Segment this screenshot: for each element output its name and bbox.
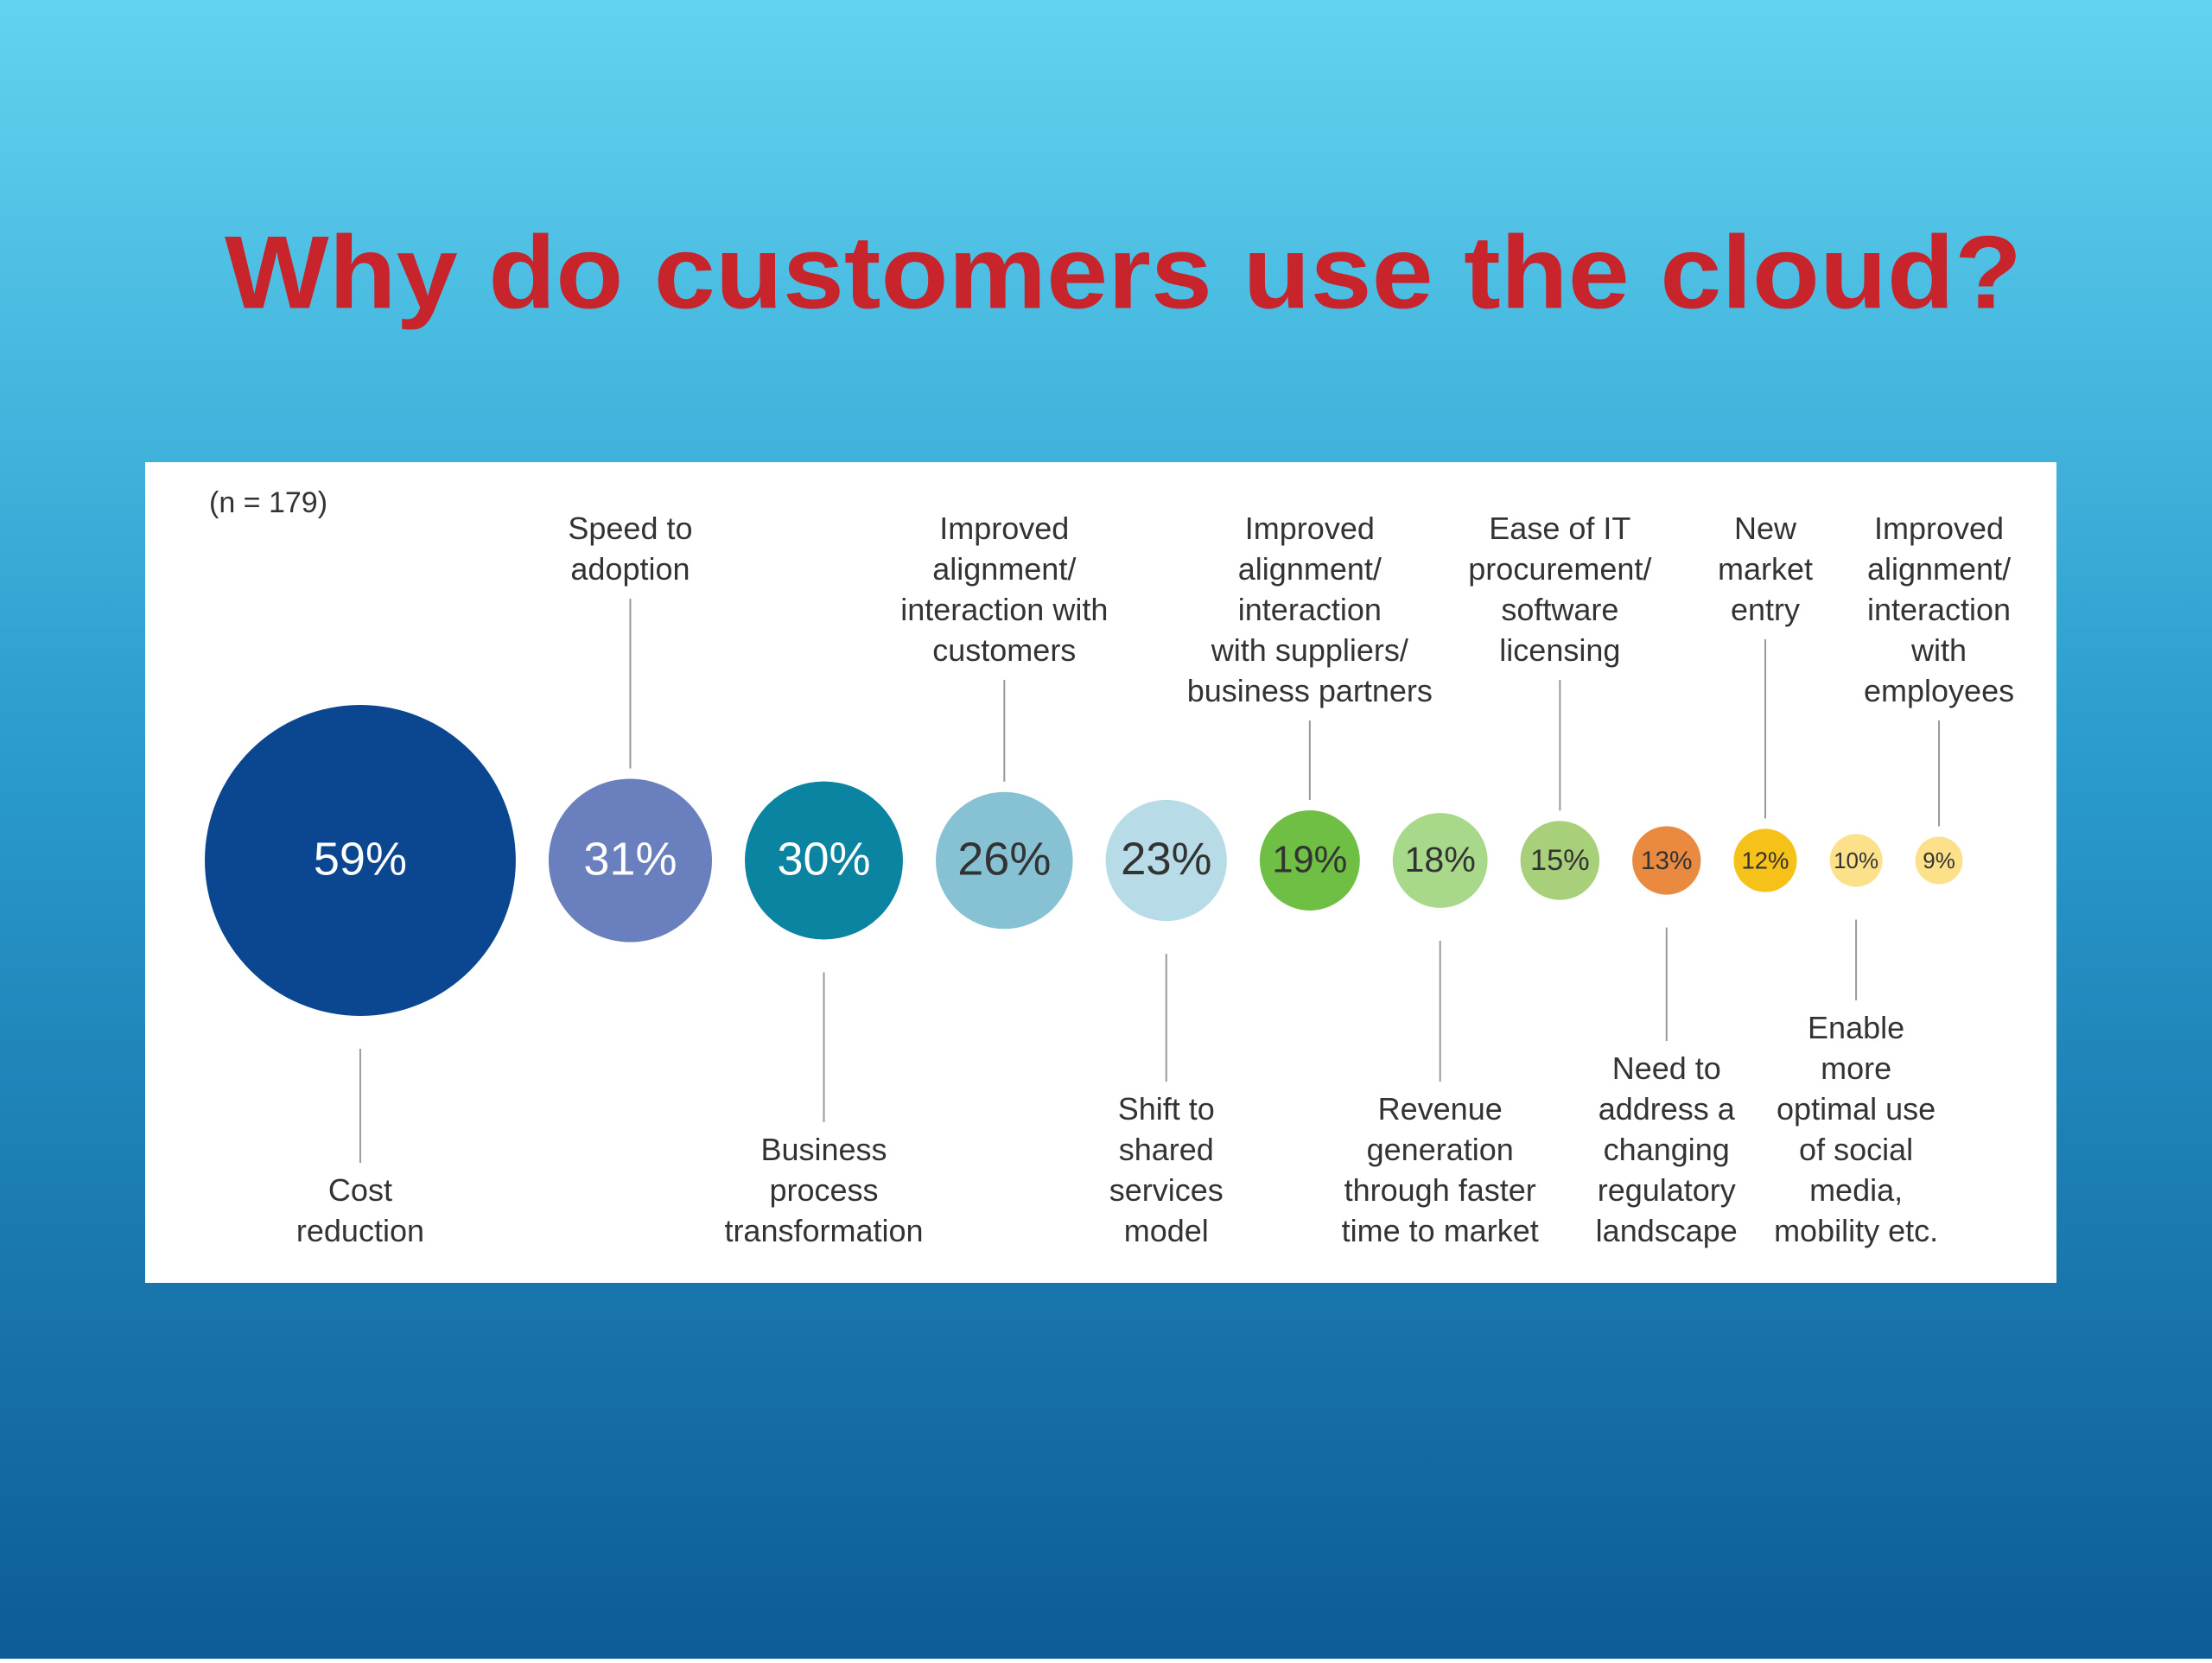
value-label: 13%: [1641, 847, 1692, 875]
value-label: 26%: [957, 833, 1051, 885]
value-label: 18%: [1405, 840, 1476, 879]
bubble: [936, 791, 1073, 930]
value-label: 9%: [1923, 847, 1955, 873]
value-label: 12%: [1742, 847, 1789, 873]
category-label: Improved alignment/interaction with custom…: [900, 511, 1108, 668]
value-label: 31%: [583, 833, 677, 885]
category-label: Improved alignment/interaction with employe…: [1864, 511, 2014, 708]
value-label: 59%: [314, 833, 407, 885]
category-label: New market entry: [1718, 511, 1813, 627]
bubble: [1733, 828, 1797, 892]
value-label: 23%: [1121, 834, 1211, 885]
bubble: [745, 781, 903, 940]
bubble: [1829, 834, 1883, 887]
bubble: [205, 705, 516, 1016]
category-label: Need to address a changing regulatory landsc…: [1596, 1050, 1738, 1248]
value-label: 10%: [1834, 847, 1878, 873]
category-label: Ease of IT procurement/software licensing: [1468, 511, 1651, 668]
category-label: Speed to adoption: [568, 511, 692, 587]
bubble: [1520, 821, 1600, 900]
sample-size-note: (n = 179): [209, 486, 327, 519]
category-label: Revenue generation through faster time to m…: [1342, 1091, 1539, 1248]
category-label: Improved alignment/interaction with suppli…: [1187, 511, 1433, 708]
value-label: 15%: [1530, 844, 1590, 877]
bubble: [1632, 826, 1701, 895]
bubble: [1105, 799, 1227, 922]
bubble: [1259, 810, 1360, 911]
bubble: [1915, 836, 1963, 885]
category-label: Enable more optimal use of social media, mobi…: [1774, 1010, 1938, 1248]
category-label: Cost reduction: [296, 1172, 424, 1248]
value-label: 30%: [777, 833, 870, 885]
slide-title: Why do customers use the cloud?: [225, 215, 2022, 331]
category-label: Shift to shared services model: [1109, 1091, 1224, 1248]
value-label: 19%: [1272, 839, 1347, 880]
category-label: Business process transformation: [724, 1132, 923, 1248]
bubble: [548, 778, 712, 943]
bubble: [1392, 813, 1488, 908]
